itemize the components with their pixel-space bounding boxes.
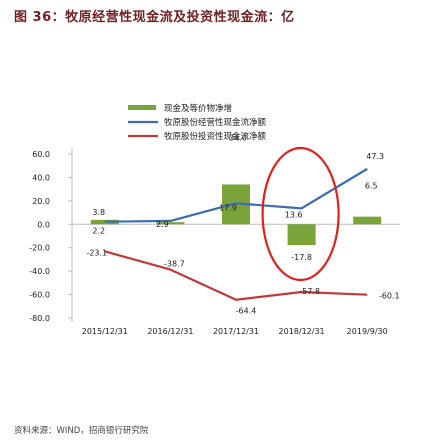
line-data-label: 2.9 (156, 220, 169, 229)
bar-data-label: 6.5 (365, 182, 378, 191)
line-data-label: -60.1 (379, 292, 400, 301)
legend-label: 牧原股份经营性现金流净额 (164, 117, 267, 128)
line-data-label: -57.8 (299, 287, 320, 296)
bar-data-label: 3.8 (92, 208, 105, 217)
y-tick-label: 0.0 (37, 220, 50, 229)
legend-swatch-bar (128, 105, 156, 110)
highlight-ellipse (261, 146, 340, 282)
source-note: 资料来源：WIND，招商银行研究院 (14, 426, 149, 436)
x-tick-label: 2016/12/31 (147, 327, 193, 336)
bar (287, 224, 316, 246)
line-data-label: -23.1 (86, 248, 107, 257)
line-data-label: 17.9 (219, 203, 237, 212)
line-series (104, 167, 368, 301)
bar (90, 219, 119, 225)
line-data-label: -64.4 (236, 307, 257, 316)
x-tick-label: 2019/9/30 (347, 327, 388, 336)
y-tick-label: -60.0 (29, 291, 50, 300)
line-data-label: -38.7 (164, 260, 185, 269)
y-tick-label: 40.0 (32, 173, 50, 182)
data-labels: 3.8 34.0 -17.8 6.5 2.2 2.9 17.9 13.6 47.3 -23.1 -3… (86, 133, 399, 315)
cashflow-chart: 60.0 40.0 20.0 0.0 -20.0 -40.0 -60.0 -80.0 2015… (29, 103, 400, 336)
legend-label: 牧原股份投资性现金流净额 (164, 131, 267, 142)
x-tick-label: 2015/12/31 (82, 327, 128, 336)
y-tick-label: -40.0 (29, 267, 50, 276)
legend-label: 现金及等价物净增 (164, 103, 232, 114)
line-data-label: 2.2 (92, 227, 105, 236)
investing-cashflow-line (104, 250, 368, 301)
y-axis: 60.0 40.0 20.0 0.0 -20.0 -40.0 -60.0 -80.0 (29, 148, 73, 323)
line-data-label: 13.6 (285, 210, 303, 219)
x-tick-label: 2017/12/31 (213, 327, 259, 336)
highlight-annotation (261, 146, 340, 282)
line-data-label: 47.3 (366, 152, 384, 161)
figure-title: 图 36：牧原经营性现金流及投资性现金流：亿 (14, 10, 295, 25)
bar (156, 222, 185, 225)
bar-data-label: -17.8 (291, 253, 312, 262)
operating-cashflow-line (104, 167, 368, 223)
x-axis: 2015/12/31 2016/12/31 2017/12/31 2018/12/31… (72, 223, 400, 336)
y-tick-label: 20.0 (32, 197, 50, 206)
bar-data-label: 34.0 (229, 133, 247, 142)
bar (353, 216, 382, 225)
y-tick-label: -80.0 (29, 314, 50, 323)
y-tick-label: -20.0 (29, 244, 50, 253)
y-tick-label: 60.0 (32, 150, 50, 159)
x-tick-label: 2018/12/31 (279, 327, 325, 336)
